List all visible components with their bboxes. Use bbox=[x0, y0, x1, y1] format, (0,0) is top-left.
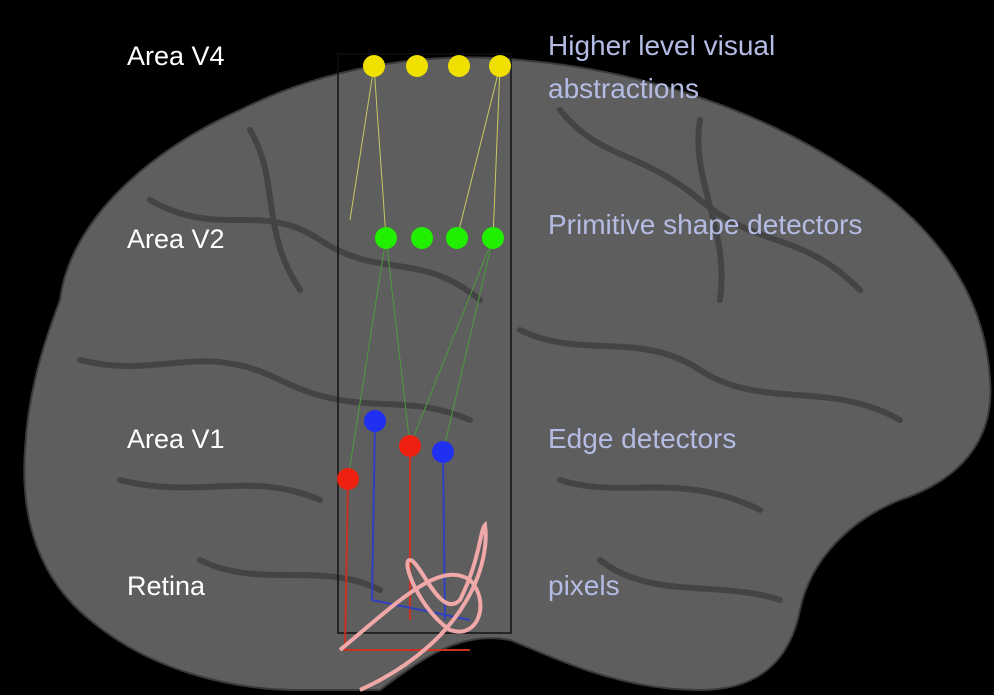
node bbox=[375, 227, 397, 249]
node bbox=[337, 468, 359, 490]
area-label: Retina bbox=[127, 571, 206, 601]
node bbox=[411, 227, 433, 249]
v2-nodes bbox=[375, 227, 504, 249]
signal-curve bbox=[338, 520, 488, 692]
description: Higher level visual bbox=[548, 30, 775, 61]
node bbox=[489, 55, 511, 77]
node bbox=[406, 55, 428, 77]
node bbox=[432, 441, 454, 463]
node bbox=[482, 227, 504, 249]
node bbox=[364, 410, 386, 432]
node bbox=[399, 435, 421, 457]
node bbox=[448, 55, 470, 77]
description: abstractions bbox=[548, 73, 699, 104]
v1-nodes bbox=[337, 410, 454, 490]
description: pixels bbox=[548, 570, 620, 601]
area-label: Area V1 bbox=[127, 424, 225, 454]
column-frame bbox=[337, 53, 512, 634]
description: Edge detectors bbox=[548, 423, 736, 454]
brain-folds bbox=[77, 107, 903, 603]
node bbox=[446, 227, 468, 249]
description: Primitive shape detectors bbox=[548, 209, 862, 240]
area-label: Area V2 bbox=[127, 224, 225, 254]
node bbox=[363, 55, 385, 77]
area-label: Area V4 bbox=[127, 41, 225, 71]
v4-nodes bbox=[363, 55, 511, 77]
connections bbox=[343, 65, 501, 651]
